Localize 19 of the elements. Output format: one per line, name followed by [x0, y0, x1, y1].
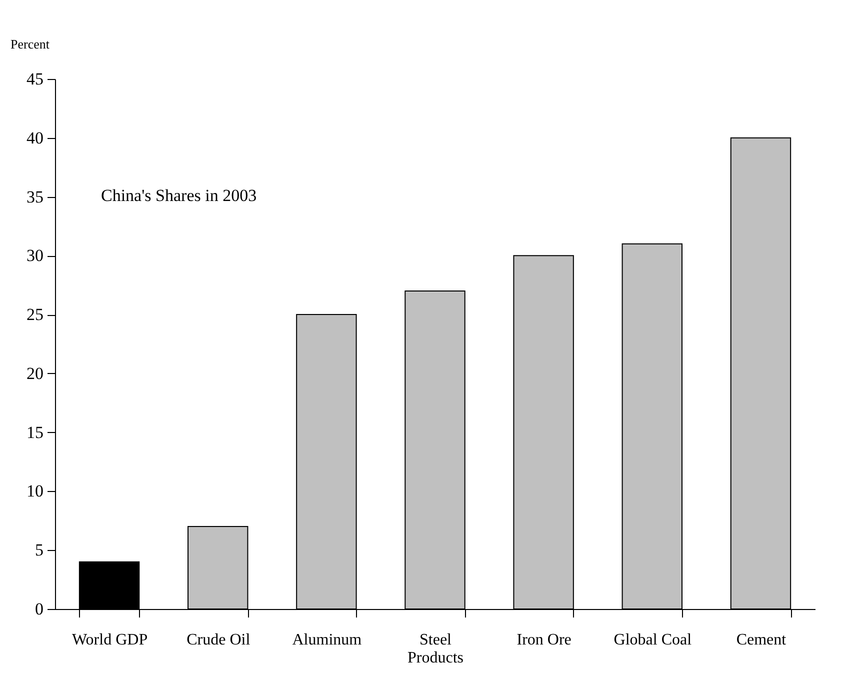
y-tick-label: 45: [26, 70, 44, 88]
annotation: China's Shares in 2003: [101, 186, 257, 205]
y-tick-label: 10: [26, 482, 44, 501]
x-tick-label: Cement: [736, 632, 787, 648]
x-tick-label: Aluminum: [292, 632, 362, 648]
x-tick-label: Steel Products: [408, 632, 464, 666]
x-tick-label: Global Coal: [614, 632, 692, 648]
y-tick-label: 0: [35, 600, 44, 618]
y-tick-label: 25: [26, 305, 44, 324]
y-tick-label: 30: [26, 246, 44, 266]
y-tick-label: 20: [26, 364, 44, 383]
x-tick-label: World GDP: [72, 632, 148, 648]
y-tick-label: 5: [35, 540, 44, 560]
y-axis-title: Percent: [10, 36, 50, 52]
x-tick-label: Iron Ore: [516, 632, 572, 648]
x-tick-label: Crude Oil: [186, 632, 251, 648]
y-tick-label: 40: [26, 128, 44, 148]
y-tick-label: 35: [26, 187, 44, 206]
y-tick-label: 15: [26, 422, 44, 442]
